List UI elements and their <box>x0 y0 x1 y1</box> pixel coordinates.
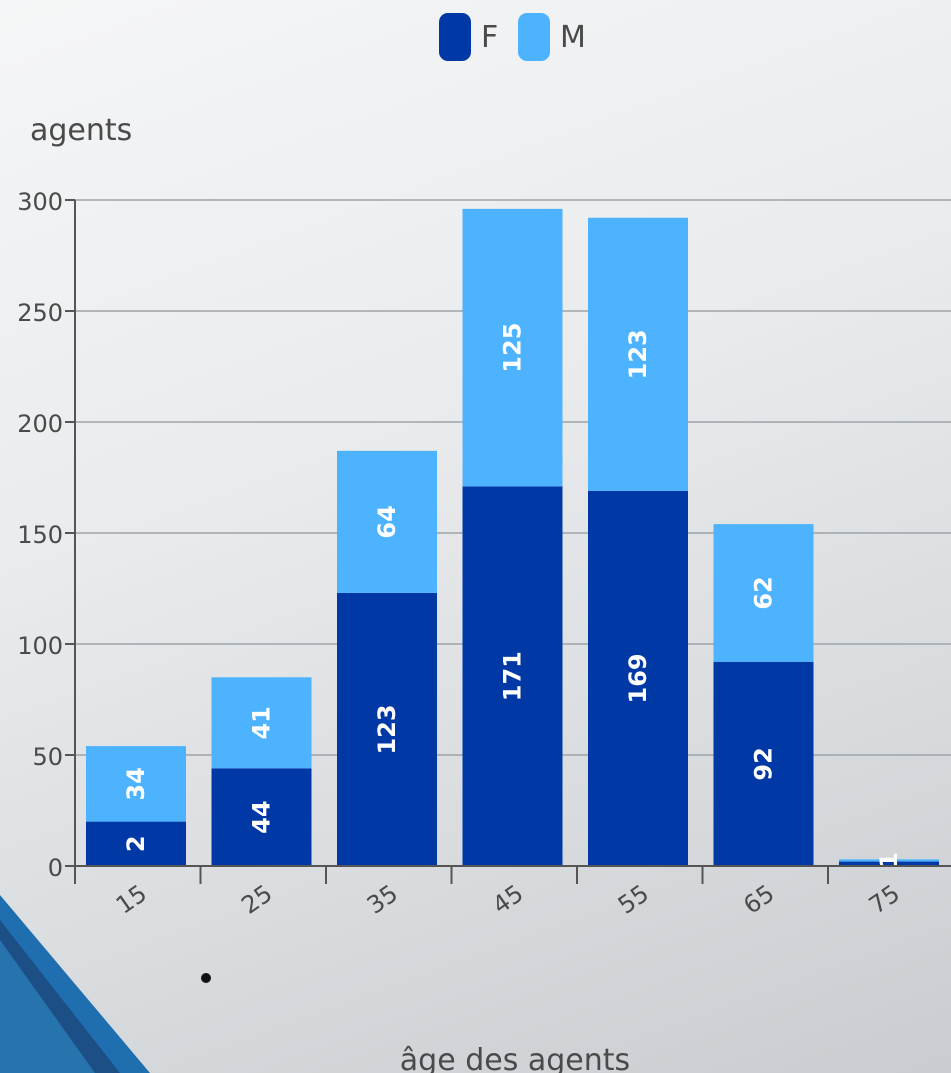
bar-f-75[interactable] <box>839 861 939 866</box>
x-tick-label: 15 <box>111 879 152 919</box>
data-label-f-25: 44 <box>248 800 276 833</box>
y-axis-title: agents <box>30 113 132 148</box>
legend-label-f: F <box>481 20 498 55</box>
legend: F M <box>439 13 586 61</box>
y-tick-label: 300 <box>17 188 63 216</box>
data-label-m-15: 34 <box>122 767 150 800</box>
y-tick-label: 50 <box>32 743 63 771</box>
bar-f-45[interactable] <box>462 486 563 866</box>
data-label-m-75: 1 <box>875 852 903 869</box>
y-tick-label: 150 <box>17 521 63 549</box>
data-label-f-15: 2 <box>122 835 150 852</box>
x-tick-label: 45 <box>487 879 528 919</box>
y-axis-ticks: 0 50 100 150 200 250 300 <box>17 188 76 882</box>
bar-f-15[interactable] <box>86 821 186 866</box>
data-label-m-25: 41 <box>248 706 276 739</box>
legend-item-m[interactable]: M <box>518 13 586 61</box>
bar-m-55[interactable] <box>588 217 688 491</box>
bar-m-75[interactable] <box>839 859 939 862</box>
bullet-dot <box>201 973 211 983</box>
data-label-m-45: 125 <box>499 323 527 373</box>
data-label-m-55: 123 <box>624 329 652 379</box>
x-axis: 15 25 35 45 55 65 75 <box>65 865 951 920</box>
bar-f-55[interactable] <box>588 490 688 866</box>
legend-swatch-m <box>518 13 550 61</box>
x-tick-label: 25 <box>236 879 277 919</box>
data-label-m-65: 62 <box>750 576 778 609</box>
data-label-f-55: 169 <box>624 653 652 703</box>
bar-m-15[interactable] <box>86 746 186 822</box>
bars: 2 34 44 41 123 64 171 125 169 123 92 62 1 <box>86 208 939 869</box>
data-label-f-35: 123 <box>373 704 401 754</box>
bar-f-35[interactable] <box>337 592 437 866</box>
x-tick-label: 75 <box>864 879 905 919</box>
legend-swatch-f <box>439 13 471 61</box>
x-tick-label: 55 <box>613 879 654 919</box>
x-tick-label: 35 <box>362 879 403 919</box>
bar-m-45[interactable] <box>462 208 563 487</box>
corner-decoration <box>0 895 150 1073</box>
x-tick-label: 65 <box>738 879 779 919</box>
y-tick-label: 0 <box>48 854 63 882</box>
bar-f-65[interactable] <box>713 661 814 866</box>
legend-label-m: M <box>560 20 586 55</box>
data-label-f-45: 171 <box>499 651 527 701</box>
x-axis-title: âge des agents <box>400 1043 630 1073</box>
bar-m-25[interactable] <box>211 677 312 769</box>
data-label-f-65: 92 <box>750 747 778 780</box>
legend-item-f[interactable]: F <box>439 13 498 61</box>
bar-m-65[interactable] <box>713 524 814 662</box>
bar-f-25[interactable] <box>211 768 312 866</box>
data-label-m-35: 64 <box>373 505 401 538</box>
bar-m-35[interactable] <box>337 450 437 593</box>
y-tick-label: 200 <box>17 410 63 438</box>
y-tick-label: 250 <box>17 299 63 327</box>
y-tick-label: 100 <box>17 632 63 660</box>
